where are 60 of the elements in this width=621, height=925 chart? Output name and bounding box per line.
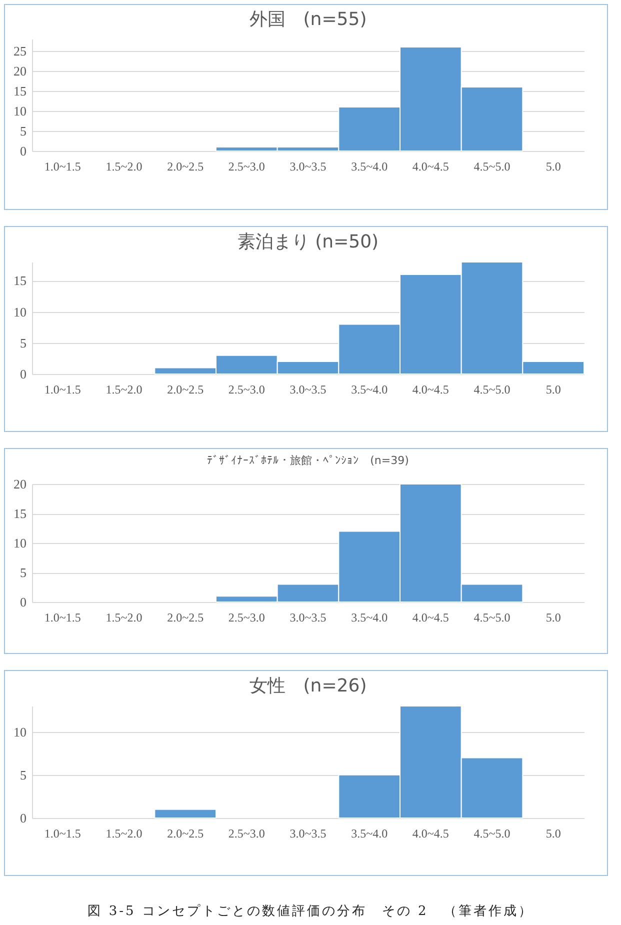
x-tick-label: 5.0 bbox=[546, 160, 561, 174]
y-tick-label: 5 bbox=[20, 335, 26, 350]
x-tick-label: 1.0~1.5 bbox=[44, 826, 81, 840]
x-tick-label: 4.0~4.5 bbox=[412, 160, 449, 174]
y-tick-label: 15 bbox=[14, 506, 26, 521]
y-tick-label: 15 bbox=[14, 84, 26, 98]
x-tick-label: 2.5~3.0 bbox=[228, 160, 265, 174]
x-tick-label: 4.0~4.5 bbox=[412, 382, 449, 396]
x-tick-label: 2.0~2.5 bbox=[167, 382, 204, 396]
x-tick-label: 1.5~2.0 bbox=[106, 382, 142, 396]
chart-title: 外国 (n=55) bbox=[249, 9, 367, 30]
x-tick-label: 3.5~4.0 bbox=[351, 826, 388, 840]
y-tick-label: 15 bbox=[14, 273, 26, 288]
x-tick-label: 3.5~4.0 bbox=[351, 610, 388, 624]
y-tick-label: 0 bbox=[20, 144, 26, 158]
x-tick-label: 1.0~1.5 bbox=[44, 160, 81, 174]
x-tick-label: 1.5~2.0 bbox=[106, 826, 142, 840]
x-tick-label: 3.0~3.5 bbox=[290, 610, 326, 624]
x-tick-label: 2.0~2.5 bbox=[167, 826, 204, 840]
y-tick-label: 25 bbox=[14, 44, 26, 58]
x-tick-label: 3.0~3.5 bbox=[290, 160, 326, 174]
chart-title: ﾃﾞｻﾞｲﾅｰｽﾞﾎﾃﾙ・旅館・ﾍﾟﾝｼｮﾝ (n=39) bbox=[207, 454, 409, 467]
x-tick-label: 3.0~3.5 bbox=[290, 382, 326, 396]
caption: 図 3-5 コンセプトごとの数値評価の分布 その 2 （筆者作成） bbox=[86, 903, 534, 920]
x-tick-label: 4.5~5.0 bbox=[474, 382, 510, 396]
y-tick-label: 20 bbox=[14, 476, 26, 492]
x-tick-label: 1.5~2.0 bbox=[106, 160, 142, 174]
bar bbox=[154, 808, 216, 818]
y-tick-label: 0 bbox=[20, 810, 26, 826]
y-tick-label: 20 bbox=[14, 64, 26, 78]
y-tick-label: 5 bbox=[20, 565, 26, 580]
x-tick-label: 4.5~5.0 bbox=[474, 826, 510, 840]
y-tick-label: 10 bbox=[14, 724, 26, 740]
x-tick-label: 1.0~1.5 bbox=[44, 610, 81, 624]
y-tick-label: 5 bbox=[20, 124, 26, 138]
x-tick-label: 2.5~3.0 bbox=[228, 382, 265, 396]
x-tick-label: 2.5~3.0 bbox=[228, 826, 265, 840]
y-tick-label: 10 bbox=[14, 304, 26, 320]
x-tick-label: 5.0 bbox=[546, 610, 561, 624]
x-tick-label: 5.0 bbox=[546, 382, 561, 396]
y-tick-label: 10 bbox=[14, 536, 26, 550]
y-tick-label: 5 bbox=[20, 767, 26, 782]
chart-title: 女性 (n=26) bbox=[249, 676, 367, 696]
y-tick-label: 0 bbox=[20, 594, 26, 610]
x-tick-label: 4.0~4.5 bbox=[412, 826, 449, 840]
y-tick-label: 0 bbox=[20, 366, 26, 382]
chart-title: 素泊まり (n=50) bbox=[237, 232, 379, 252]
x-tick-label: 2.0~2.5 bbox=[167, 610, 204, 624]
x-tick-label: 4.5~5.0 bbox=[474, 610, 510, 624]
x-tick-label: 3.5~4.0 bbox=[351, 382, 388, 396]
x-tick-label: 1.5~2.0 bbox=[106, 610, 142, 624]
x-tick-label: 2.5~3.0 bbox=[228, 610, 265, 624]
x-tick-label: 5.0 bbox=[546, 826, 561, 840]
x-tick-label: 3.5~4.0 bbox=[351, 160, 388, 174]
x-tick-label: 4.0~4.5 bbox=[412, 610, 449, 624]
x-tick-label: 2.0~2.5 bbox=[167, 160, 204, 174]
x-tick-label: 4.5~5.0 bbox=[474, 160, 510, 174]
x-tick-label: 3.0~3.5 bbox=[290, 826, 326, 840]
x-tick-label: 1.0~1.5 bbox=[44, 382, 81, 396]
y-tick-label: 10 bbox=[14, 104, 26, 118]
